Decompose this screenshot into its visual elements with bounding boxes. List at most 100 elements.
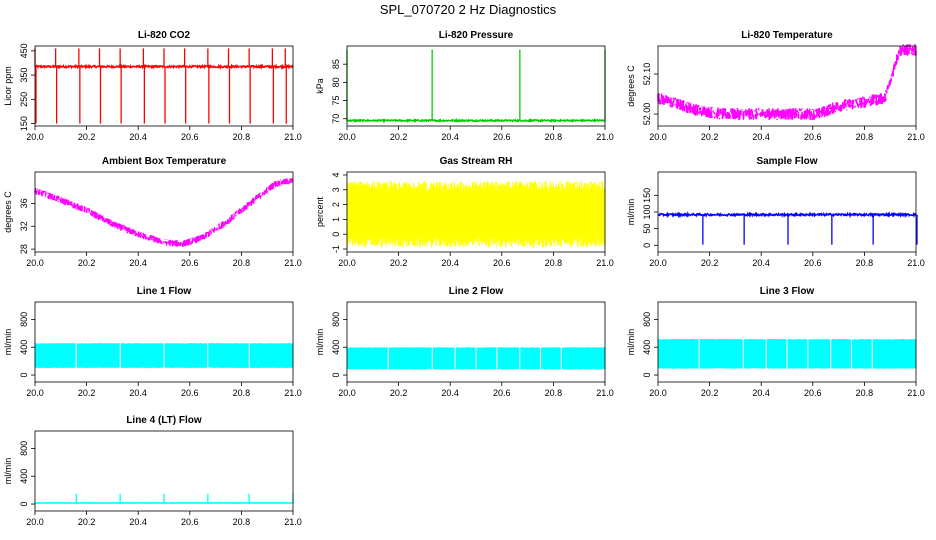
x-tick-label: 20.4: [752, 132, 770, 142]
plot-frame: [346, 171, 606, 253]
chart-title: Line 3 Flow: [760, 286, 815, 297]
y-tick-label: 28: [19, 244, 29, 254]
x-tick-label: 20.8: [856, 132, 874, 142]
data-layer: [35, 493, 294, 504]
y-axis-label: degrees C: [626, 65, 636, 107]
chart-title: Line 4 (LT) Flow: [126, 415, 202, 426]
x-tick-label: 20.4: [752, 258, 770, 268]
x-tick-label: 20.4: [129, 388, 147, 398]
x-tick-label: 21.0: [284, 132, 302, 142]
y-tick-label: 80: [331, 77, 341, 87]
x-tick-label: 20.4: [129, 517, 147, 527]
chart-gas-stream-rh: Gas Stream RH percent 20.0 20.2 20.4 20.6 20.8…: [315, 156, 614, 268]
x-tick-label: 20.2: [78, 132, 96, 142]
y-axis-label: ml/min: [315, 329, 325, 356]
x-tick-label: 20.4: [129, 132, 147, 142]
plot-frame: [34, 45, 294, 127]
chart-line-3-flow: Line 3 Flow ml/min 20.0 20.2 20.4 20.6 20.8 21.…: [626, 286, 925, 398]
plot-frame: [34, 430, 294, 512]
chart-ambient-box-temperature: Ambient Box Temperature degrees C 20.0 20.2…: [3, 156, 302, 268]
x-tick-label: 20.8: [233, 388, 251, 398]
x-tick-label: 20.6: [181, 258, 199, 268]
x-tick-label: 20.4: [129, 258, 147, 268]
x-tick-label: 21.0: [907, 388, 925, 398]
x-tick-label: 20.2: [390, 388, 408, 398]
chart-li-820-temperature: Li-820 Temperature degrees C 20.0 20.2 20.4 2…: [626, 30, 925, 142]
x-tick-label: 20.2: [701, 388, 719, 398]
y-tick-label: 250: [19, 92, 29, 107]
chart-li-820-co2: Li-820 CO2 Licor ppm 20.0 20.2 20.4 20.6 20.8 2…: [3, 30, 302, 142]
x-tick-label: 20.0: [26, 388, 44, 398]
chart-title: Ambient Box Temperature: [102, 156, 227, 167]
y-tick-label: 0: [331, 373, 341, 378]
chart-title: Line 1 Flow: [137, 286, 192, 297]
x-tick-label: 21.0: [907, 132, 925, 142]
plot-frame: [34, 301, 294, 383]
y-axis-label: ml/min: [3, 329, 13, 356]
chart-title: Li-820 Pressure: [439, 30, 514, 41]
x-tick-label: 20.0: [338, 258, 356, 268]
y-tick-label: 400: [331, 340, 341, 355]
x-tick-label: 20.6: [181, 517, 199, 527]
figure-title: SPL_070720 2 Hz Diagnostics: [379, 2, 557, 17]
x-tick-label: 20.8: [856, 388, 874, 398]
x-tick-label: 20.4: [752, 388, 770, 398]
x-tick-label: 20.6: [493, 258, 511, 268]
chart-li-820-pressure: Li-820 Pressure kPa 20.0 20.2 20.4 20.6 20.8 21…: [315, 30, 614, 142]
x-tick-label: 21.0: [596, 388, 614, 398]
x-tick-label: 20.8: [233, 258, 251, 268]
chart-title: Line 2 Flow: [449, 286, 504, 297]
x-tick-label: 20.2: [78, 517, 96, 527]
data-layer: [657, 210, 918, 245]
y-axis-label: degrees C: [3, 191, 13, 233]
x-tick-label: 20.8: [545, 258, 563, 268]
y-axis-label: kPa: [315, 78, 325, 94]
y-tick-label: 400: [19, 340, 29, 355]
chart-title: Sample Flow: [756, 156, 817, 167]
data-layer: [34, 48, 294, 124]
x-tick-label: 20.8: [233, 132, 251, 142]
x-tick-label: 20.0: [26, 517, 44, 527]
data-layer: [657, 44, 917, 120]
y-tick-label: 50: [642, 224, 652, 234]
data-layer: [657, 338, 917, 369]
plot-frame: [657, 301, 917, 383]
series-line: [346, 117, 605, 124]
x-tick-label: 20.6: [181, 388, 199, 398]
y-tick-label: 150: [642, 188, 652, 203]
y-tick-label: 0: [19, 373, 29, 378]
x-tick-label: 21.0: [284, 388, 302, 398]
x-tick-label: 21.0: [907, 258, 925, 268]
y-tick-label: 75: [331, 96, 341, 106]
y-tick-label: 36: [19, 198, 29, 208]
chart-line-2-flow: Line 2 Flow ml/min 20.0 20.2 20.4 20.6 20.8 21.…: [315, 286, 614, 398]
x-tick-label: 20.8: [233, 517, 251, 527]
y-axis-label: ml/min: [626, 199, 636, 226]
x-tick-label: 20.8: [545, 388, 563, 398]
chart-title: Li-820 Temperature: [741, 30, 833, 41]
x-tick-label: 20.8: [856, 258, 874, 268]
y-axis-label: ml/min: [3, 458, 13, 485]
x-tick-label: 20.6: [804, 388, 822, 398]
x-tick-label: 20.6: [804, 132, 822, 142]
x-tick-label: 21.0: [284, 517, 302, 527]
chart-title: Gas Stream RH: [440, 156, 513, 167]
x-tick-label: 20.2: [701, 132, 719, 142]
x-tick-label: 20.6: [181, 132, 199, 142]
x-tick-label: 21.0: [596, 258, 614, 268]
x-tick-label: 20.2: [390, 258, 408, 268]
y-tick-label: 3: [331, 187, 341, 192]
y-tick-label: 100: [642, 204, 652, 219]
y-tick-label: 70: [331, 114, 341, 124]
x-tick-label: 20.2: [78, 258, 96, 268]
plot-frame: [346, 45, 606, 127]
chart-line-1-flow: Line 1 Flow ml/min 20.0 20.2 20.4 20.6 20.8 21.…: [3, 286, 302, 398]
plot-frame: [346, 301, 606, 383]
chart-title: Li-820 CO2: [138, 30, 191, 41]
y-tick-label: 52.00: [642, 103, 652, 126]
series-line: [657, 210, 917, 219]
x-tick-label: 20.4: [441, 258, 459, 268]
series-fill: [34, 343, 294, 369]
x-tick-label: 20.4: [441, 132, 459, 142]
